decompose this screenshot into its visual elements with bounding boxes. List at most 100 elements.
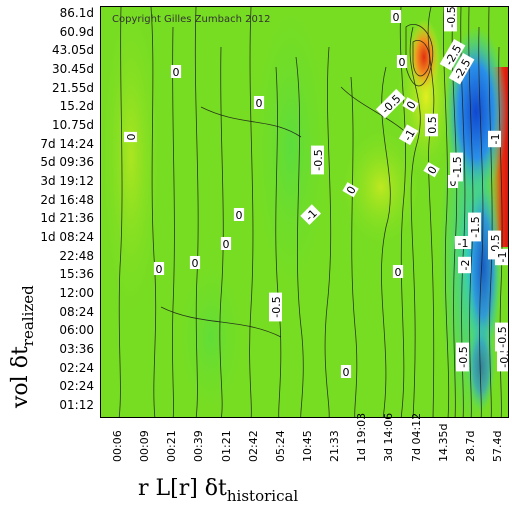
contour-label: 0 [390, 10, 402, 24]
contour-label: -1.5 [468, 212, 482, 242]
color-region [341, 127, 421, 247]
color-region [171, 247, 251, 417]
y-tick-label: 60.9d [59, 24, 94, 39]
contour-label: 0 [340, 365, 352, 379]
x-tick-label: 1d 19:03 [355, 412, 369, 462]
contour-label-bg [311, 145, 324, 175]
contour-label: -2 [458, 256, 472, 274]
contour-line [194, 7, 199, 417]
contour-label-bg [189, 256, 201, 269]
x-tick-label: 21:33 [328, 430, 342, 462]
contour-label-text: -2 [459, 260, 472, 271]
contour-line [498, 46, 503, 417]
contour-label-text: 0 [343, 366, 350, 379]
color-region [246, 7, 336, 317]
y-tick-label: 03:36 [59, 342, 94, 356]
x-tick-label: 14.35d [436, 423, 450, 462]
contour-line [219, 46, 224, 417]
contour-line [160, 306, 282, 338]
x-tick-label: 3d 14:06 [382, 412, 396, 462]
x-tick-label: 28.7d [463, 430, 477, 462]
contour-label: -0.5 [495, 322, 508, 352]
contour-label-bg [396, 55, 408, 68]
contour-label: 0 [220, 237, 232, 251]
contour-label-text: 0 [156, 263, 163, 276]
contour-line [150, 7, 157, 417]
contour-label-text: 0 [393, 11, 400, 24]
contour-label: 0 [253, 96, 265, 110]
contour-label: -1 [454, 236, 472, 250]
contour-label: -1 [488, 130, 502, 148]
contour-label: 0 [153, 262, 165, 276]
y-tick-label: 2d 16:48 [40, 192, 94, 207]
contour-label-bg [458, 256, 471, 274]
y-tick-label: 30.45d [52, 62, 94, 76]
contour-label-text: -1.5 [469, 216, 482, 237]
x-axis-title-main: r L[r] δt [138, 476, 227, 501]
contour-label-text: -1 [489, 134, 502, 145]
contour-line [405, 24, 434, 87]
contour-label: 0 [233, 208, 245, 222]
contour-label-text: 0 [256, 97, 263, 110]
y-tick-label: 02:24 [59, 360, 94, 375]
contour-label-text: 0 [236, 209, 243, 222]
contour-line [412, 40, 430, 77]
contour-label-bg [402, 97, 419, 113]
contour-label: -1 [398, 124, 419, 146]
contour-line [200, 106, 302, 138]
contour-label: -0.5 [311, 145, 325, 175]
contour-label: 0 [189, 256, 201, 270]
contour-line [295, 56, 304, 417]
y-tick-label: 86.1d [59, 6, 94, 20]
contour-label-bg [124, 131, 137, 143]
y-tick-label: 06:00 [59, 323, 94, 338]
contour-label: 0 [342, 182, 359, 198]
x-tick-label: 7d 04:12 [409, 412, 423, 462]
contour-label-text: 0 [399, 56, 406, 69]
y-tick-label: 15.2d [59, 99, 94, 114]
y-tick-label: 43.05d [52, 43, 94, 58]
y-axis-title-sub: realized [19, 285, 37, 347]
x-tick-label: 57.4d [491, 430, 504, 462]
contour-label-text: -1 [496, 252, 509, 263]
contour-label: 0 [423, 162, 440, 178]
contour-label: -1 [300, 204, 322, 226]
contour-label-bg [495, 248, 508, 266]
x-tick-label: 02:42 [246, 430, 260, 462]
y-axis-title: vol δtrealized [8, 258, 38, 408]
contour-label: 0 [396, 55, 408, 69]
contour-label-bg [454, 236, 472, 249]
x-tick-label: 00:06 [111, 430, 124, 462]
contour-line [381, 66, 391, 417]
contour-label-bg [423, 162, 440, 178]
contour-label-bg [450, 152, 463, 182]
contour-label-text: -0.5 [445, 7, 458, 28]
contour-label-text: 0 [450, 176, 457, 189]
x-axis-title-sub: historical [226, 487, 299, 505]
contour-label-text: 0 [192, 257, 199, 270]
y-tick-label: 22:48 [59, 248, 94, 263]
contour-label-text: -1.5 [451, 156, 464, 177]
contour-label-bg [398, 124, 419, 146]
x-tick-label: 05:24 [273, 430, 287, 462]
x-axis-title: r L[r] δthistorical [138, 476, 298, 505]
y-tick-label: 3d 19:12 [40, 174, 94, 188]
contour-label-text: -0.5 [312, 149, 325, 170]
contour-label-bg [448, 53, 475, 85]
y-tick-label: 1d 08:24 [40, 230, 94, 244]
contour-label-bg [253, 96, 265, 109]
contour-label: 0 [402, 97, 419, 113]
contour-label-bg [468, 212, 481, 242]
y-tick-label: 01:12 [59, 398, 94, 412]
contour-label-bg [153, 262, 165, 275]
contour-label-bg [488, 130, 501, 148]
y-tick-label: 15:36 [59, 267, 94, 282]
copyright-text: Copyright Gilles Zumbach 2012 [112, 14, 271, 25]
contour-label-text: 0 [125, 134, 138, 141]
y-tick-label: 21.55d [52, 80, 94, 95]
contour-label-text: 0.5 [426, 116, 439, 134]
contour-label-text: -0.5 [498, 346, 509, 367]
contour-line [468, 7, 474, 417]
